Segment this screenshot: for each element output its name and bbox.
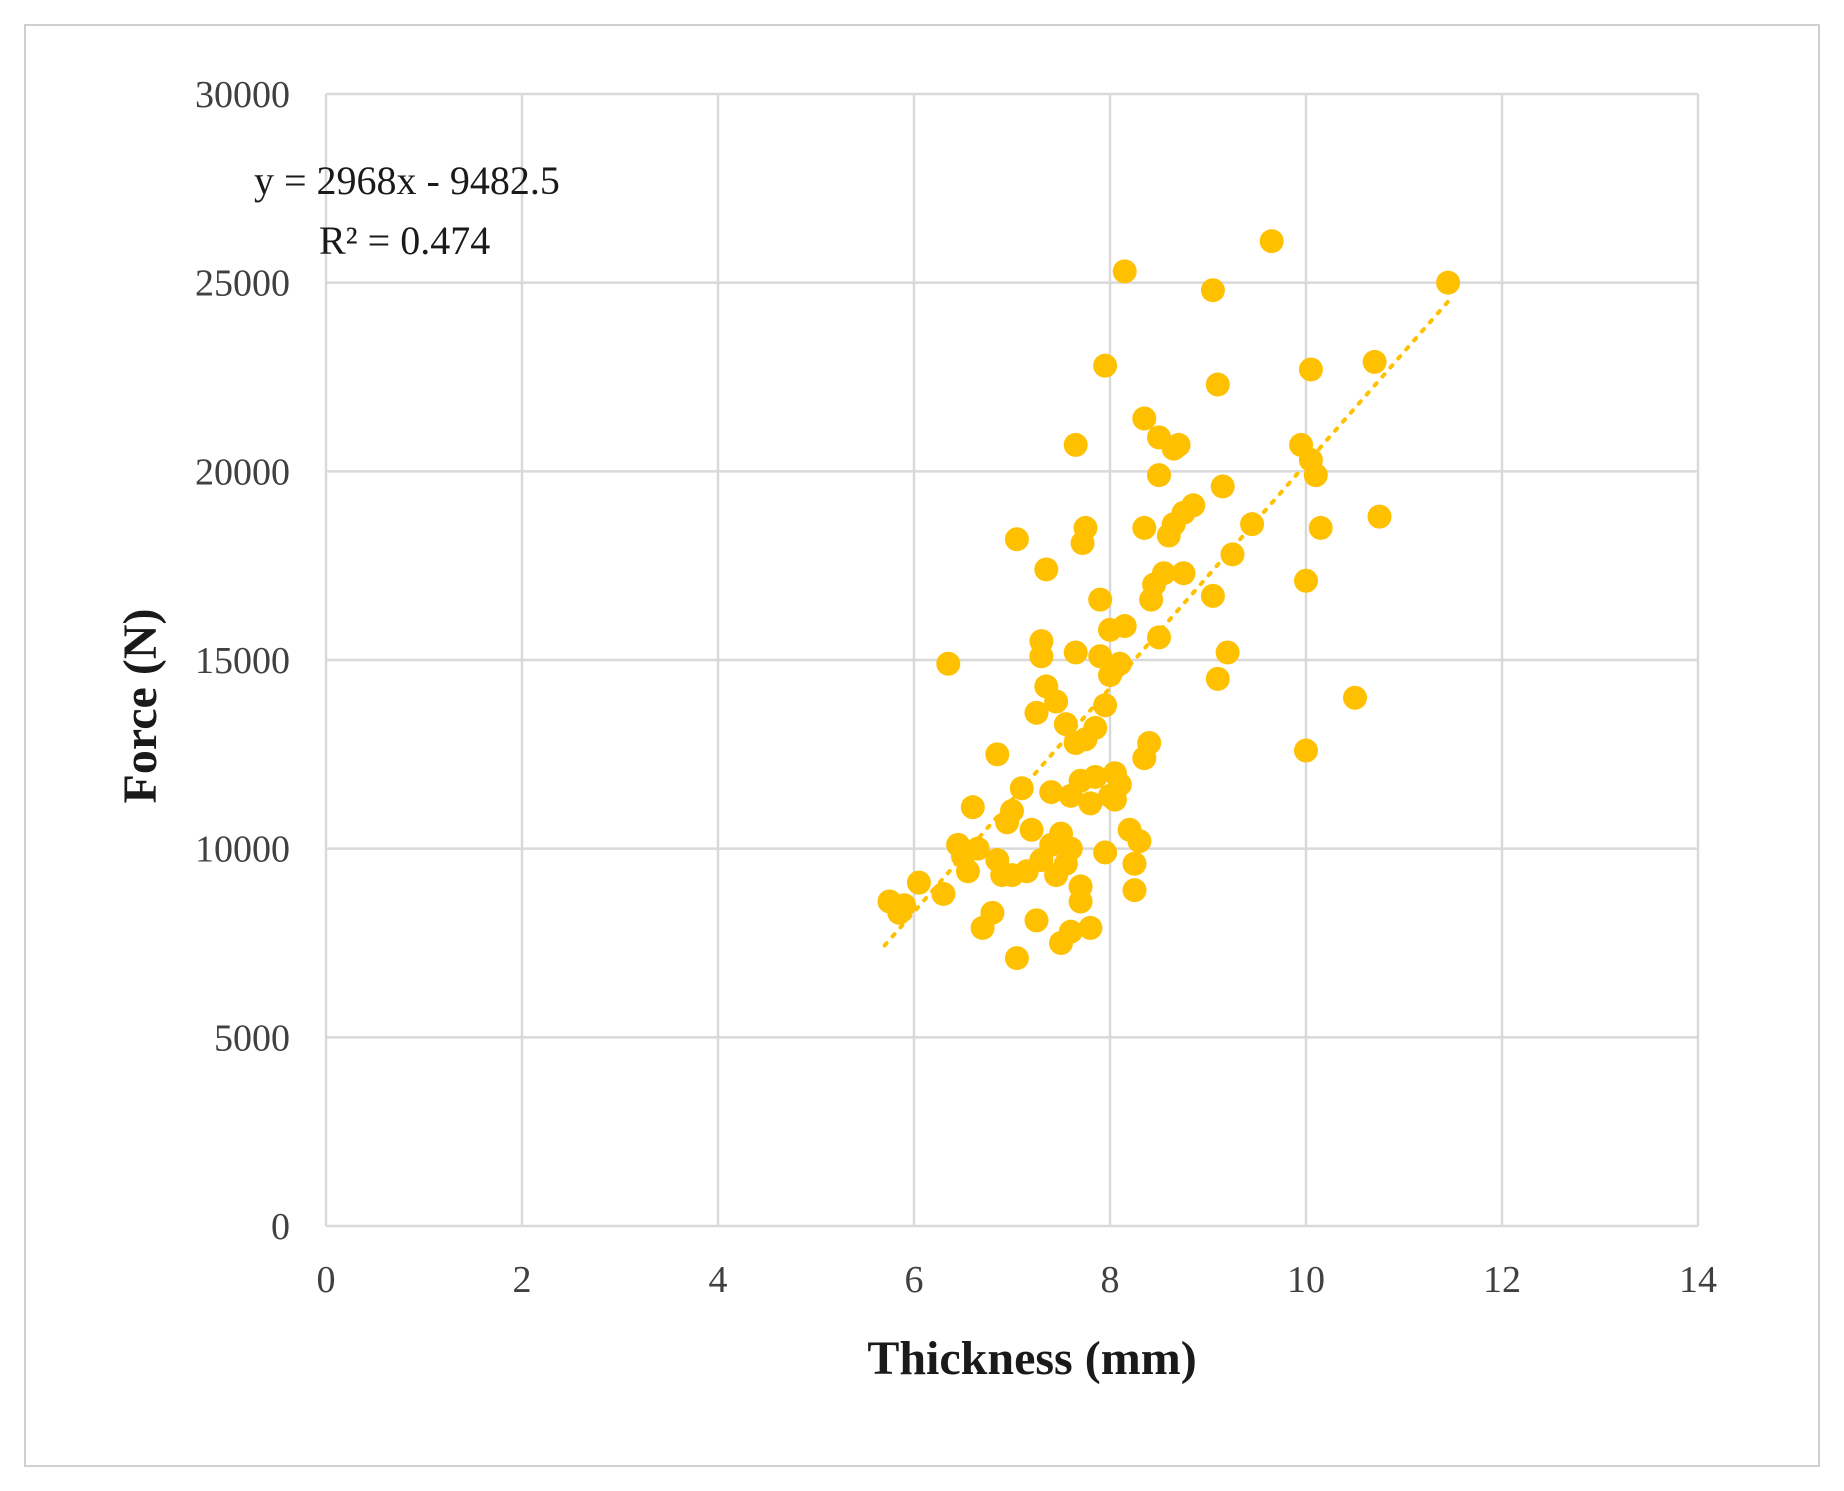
data-point [960, 795, 985, 820]
grid-lines [326, 92, 1700, 1226]
data-point [1200, 278, 1225, 303]
data-point [1240, 512, 1265, 537]
data-point [1024, 700, 1049, 725]
data-point [1200, 583, 1225, 608]
y-tick-label: 10000 [195, 829, 290, 871]
data-point [1004, 946, 1029, 971]
data-point [1088, 587, 1113, 612]
data-point [1151, 561, 1176, 586]
x-tick-label: 12 [1483, 1259, 1521, 1301]
data-point [985, 742, 1010, 767]
data-point [936, 651, 961, 676]
data-point [1303, 463, 1328, 488]
data-point [1024, 908, 1049, 933]
x-tick-label: 6 [905, 1259, 924, 1301]
data-point [1367, 504, 1392, 529]
x-axis-title: Thickness (mm) [867, 1332, 1196, 1385]
data-point [980, 900, 1005, 925]
data-point [892, 893, 917, 918]
data-point [906, 870, 931, 895]
tick-labels: 0 2 4 6 8 10 12 14 0 5000 10000 15000 20000 25000 3000… [195, 74, 1717, 1301]
data-point [1039, 780, 1064, 805]
data-point [1053, 712, 1078, 737]
data-point [1004, 527, 1029, 552]
data-point [955, 859, 980, 884]
data-point [1107, 772, 1132, 797]
data-point [1147, 625, 1171, 650]
trendline-r-squared: R² = 0.474 [319, 218, 490, 263]
data-point [1220, 542, 1245, 567]
scatter-chart: 0 2 4 6 8 10 12 14 0 5000 10000 15000 20000 25000 3000… [114, 74, 1717, 1385]
data-point [1205, 666, 1230, 691]
data-point [1063, 640, 1088, 665]
chart-frame: 0 2 4 6 8 10 12 14 0 5000 10000 15000 20000 25000 3000… [24, 24, 1820, 1467]
data-point [1112, 259, 1137, 284]
data-point [1137, 731, 1162, 756]
data-point [1298, 357, 1323, 382]
data-point [1205, 372, 1230, 397]
data-point [1294, 738, 1318, 763]
data-point [1029, 644, 1054, 669]
data-point [1073, 515, 1098, 540]
data-point [1000, 798, 1024, 823]
data-point [965, 836, 990, 861]
data-point [1083, 715, 1108, 740]
data-point [1107, 651, 1132, 676]
data-point [1034, 557, 1059, 582]
data-point [931, 881, 956, 906]
x-tick-label: 8 [1101, 1259, 1120, 1301]
data-point [1093, 353, 1118, 378]
data-point [1078, 791, 1103, 816]
x-tick-label: 4 [709, 1259, 728, 1301]
data-point [1132, 515, 1157, 540]
data-point [1147, 463, 1171, 488]
data-point [1122, 878, 1147, 903]
y-axis-title: Force (N) [114, 609, 167, 804]
x-tick-label: 2 [513, 1259, 532, 1301]
data-point [1343, 685, 1367, 710]
data-point [1019, 817, 1044, 842]
data-point [1210, 474, 1235, 499]
y-tick-label: 15000 [195, 640, 290, 682]
data-point [1093, 840, 1118, 865]
y-tick-label: 5000 [214, 1017, 290, 1059]
y-tick-label: 0 [271, 1206, 290, 1248]
data-point [1058, 919, 1083, 944]
data-point [1215, 640, 1240, 665]
data-point [1294, 568, 1318, 593]
y-tick-label: 30000 [195, 74, 290, 116]
data-point [1181, 493, 1206, 518]
data-point [1083, 764, 1108, 789]
data-point [1308, 515, 1333, 540]
data-point [1088, 644, 1113, 669]
y-tick-label: 25000 [195, 263, 290, 305]
axes [324, 94, 1698, 1228]
data-point [1259, 229, 1284, 254]
data-point [1127, 829, 1152, 854]
data-points [877, 229, 1461, 971]
data-point [1122, 851, 1147, 876]
x-tick-label: 0 [317, 1259, 336, 1301]
data-point [1044, 689, 1069, 714]
data-point [1078, 915, 1103, 940]
data-point [1362, 349, 1387, 374]
data-point [1112, 614, 1137, 639]
data-point [1063, 432, 1088, 457]
data-point [1132, 406, 1157, 431]
y-tick-label: 20000 [195, 451, 290, 493]
x-tick-label: 10 [1287, 1259, 1325, 1301]
data-point [1171, 561, 1196, 586]
x-tick-label: 14 [1679, 1259, 1717, 1301]
data-point [1009, 776, 1034, 801]
data-point [1058, 836, 1083, 861]
data-point [1436, 270, 1461, 295]
data-point [1068, 889, 1093, 914]
data-point [1093, 693, 1118, 718]
data-point [1166, 432, 1191, 457]
trendline-equation: y = 2968x - 9482.5 [254, 158, 560, 203]
